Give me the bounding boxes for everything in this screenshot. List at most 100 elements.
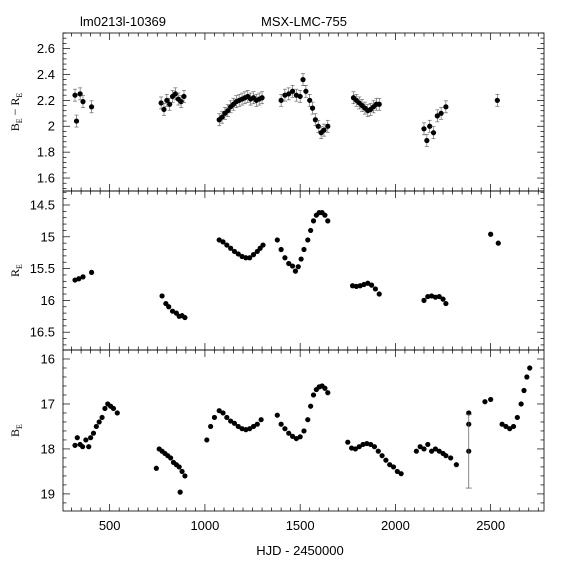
y-tick-label: 19 <box>41 486 55 501</box>
data-point <box>228 418 234 424</box>
data-point <box>168 455 174 461</box>
data-point <box>443 300 449 307</box>
data-point <box>325 390 331 396</box>
y-tick-label: 2 <box>48 119 55 134</box>
data-point <box>247 255 253 261</box>
data-point <box>204 437 210 443</box>
data-point <box>235 423 241 430</box>
y-tick-label: 1.6 <box>37 171 55 186</box>
data-point <box>114 410 120 416</box>
y-tick-label: 16 <box>41 293 55 308</box>
data-point <box>224 414 230 421</box>
data-point <box>440 296 446 302</box>
panel-blue: 500 1000 1500 2000 2500 16 17 18 19 BE <box>8 349 545 533</box>
data-point <box>90 430 97 436</box>
data-point <box>308 403 314 409</box>
data-point <box>258 417 264 423</box>
y-tick-label: 2.2 <box>37 93 55 108</box>
data-point <box>297 93 303 100</box>
panel-red: 14.5 15 15.5 16 16.5 RE <box>8 190 545 351</box>
data-point <box>376 291 382 297</box>
y-axis-label-part: E <box>15 424 24 429</box>
data-point <box>482 399 488 405</box>
data-point <box>73 118 80 124</box>
data-point <box>488 396 494 403</box>
data-point <box>308 227 314 234</box>
data-point <box>372 286 379 292</box>
x-tick-label: 500 <box>99 518 121 533</box>
data-point <box>179 468 185 475</box>
data-point <box>74 435 80 441</box>
x-tick-label: 2500 <box>476 518 505 533</box>
data-point <box>310 392 317 398</box>
data-point <box>345 439 351 445</box>
data-point <box>425 441 431 448</box>
data-point <box>80 274 86 280</box>
data-point <box>286 260 292 267</box>
data-point <box>417 444 423 450</box>
data-point <box>453 462 459 468</box>
y-tick-label: 15 <box>41 229 55 244</box>
y-axis-label-part: R <box>8 269 22 277</box>
data-point <box>499 421 505 427</box>
data-point <box>292 268 299 274</box>
data-point <box>527 365 533 371</box>
data-point <box>243 255 249 261</box>
data-point <box>178 99 184 105</box>
data-point <box>93 423 99 430</box>
data-point <box>305 417 311 423</box>
panel-frame-blue <box>62 349 545 512</box>
data-point <box>96 419 102 425</box>
data-point <box>424 137 430 144</box>
data-point <box>166 304 172 310</box>
data-point <box>436 448 442 454</box>
data-point <box>310 218 317 224</box>
data-point <box>305 237 311 243</box>
x-tick-label: 1500 <box>286 518 315 533</box>
data-point <box>387 462 393 468</box>
data-point <box>503 423 509 430</box>
data-point <box>443 453 449 459</box>
data-point <box>390 464 397 470</box>
data-point <box>286 91 292 97</box>
data-point <box>220 239 226 245</box>
data-point <box>303 88 309 94</box>
data-point <box>278 421 284 427</box>
data-point <box>307 97 313 103</box>
data-point <box>376 101 382 107</box>
data-point <box>247 426 253 432</box>
panel-color: 1.61.822.22.42.6BE − RE <box>8 32 545 192</box>
data-point <box>211 414 218 421</box>
data-point <box>352 446 359 452</box>
data-point <box>76 276 82 282</box>
data-point <box>72 92 78 98</box>
data-point <box>231 420 238 426</box>
data-point <box>295 264 301 270</box>
data-point <box>208 423 214 430</box>
data-point <box>432 446 439 452</box>
y-axis-label-part: B <box>8 123 22 131</box>
data-point <box>72 442 78 448</box>
data-point <box>219 114 225 120</box>
data-point <box>298 256 304 262</box>
data-point <box>231 248 238 255</box>
data-point <box>383 457 389 463</box>
data-point <box>77 91 83 97</box>
data-point <box>216 408 222 414</box>
y-tick-label: 14.5 <box>30 197 55 212</box>
data-point <box>88 435 94 441</box>
data-point <box>278 97 284 103</box>
data-point <box>300 77 306 83</box>
y-axis-label-part: B <box>8 429 22 437</box>
data-point <box>436 293 442 300</box>
data-point <box>159 293 165 299</box>
data-point <box>518 401 524 407</box>
data-point <box>274 237 280 243</box>
y-axis-label-color: BE − RE <box>8 93 24 132</box>
y-tick-label: 2.4 <box>37 67 55 82</box>
data-point <box>260 242 266 248</box>
data-point <box>99 414 105 421</box>
data-point <box>315 123 321 129</box>
data-point <box>309 105 316 111</box>
y-tick-label: 15.5 <box>30 261 55 276</box>
